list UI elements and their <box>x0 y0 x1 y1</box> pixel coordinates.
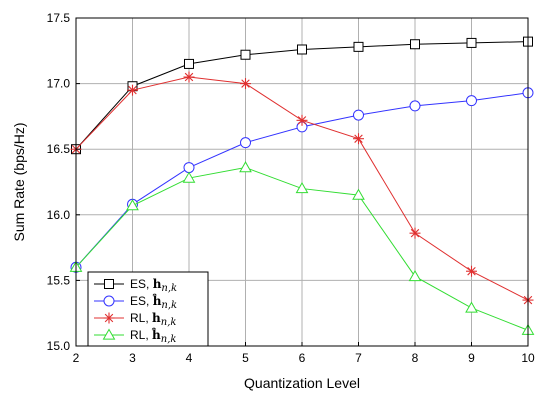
data-point <box>353 109 364 121</box>
y-axis-label: Sum Rate (bps/Hz) <box>11 122 27 241</box>
data-point <box>353 133 364 145</box>
data-point <box>409 100 421 112</box>
y-tick-label: 17.0 <box>47 77 71 91</box>
series-3 <box>70 71 534 306</box>
data-point <box>239 161 252 173</box>
data-point <box>240 137 251 149</box>
data-point <box>240 49 251 60</box>
y-tick-label: 17.5 <box>47 11 71 25</box>
y-tick-label: 16.0 <box>47 208 71 222</box>
legend-marker <box>103 295 115 307</box>
legend-item: RL, hn,k <box>94 311 176 328</box>
x-tick-label: 10 <box>521 351 535 365</box>
data-point <box>352 188 365 200</box>
data-point <box>466 37 477 48</box>
data-point <box>465 301 478 313</box>
legend-marker <box>103 312 115 324</box>
axis-ticks: 2 3 4 5 6 7 8 9 10 15.0 15.5 16.0 16.5 17.0 17.5 <box>47 11 535 365</box>
x-tick-label: 4 <box>186 351 193 365</box>
data-point <box>182 171 196 183</box>
x-tick-label: 6 <box>299 351 306 365</box>
legend: ES, hn,kES, ĥn,kRL, hn,kRL, ĥn,k <box>87 271 209 347</box>
data-point <box>410 39 420 50</box>
x-tick-label: 8 <box>412 351 419 365</box>
x-tick-label: 2 <box>73 351 80 365</box>
y-tick-label: 15.5 <box>47 273 71 287</box>
legend-item: ES, ĥn,k <box>94 293 177 311</box>
x-tick-label: 3 <box>129 351 136 365</box>
legend-label: ES, ĥn,k <box>130 293 177 311</box>
data-point <box>126 199 139 211</box>
legend-label: ES, hn,k <box>130 277 177 294</box>
data-point <box>409 227 421 239</box>
x-tick-label: 7 <box>355 351 362 365</box>
legend-label: RL, hn,k <box>130 311 176 328</box>
data-point <box>296 114 308 126</box>
data-point <box>184 58 194 69</box>
x-tick-label: 9 <box>468 351 475 365</box>
data-point <box>297 44 307 55</box>
legend-item: RL, ĥn,k <box>94 327 176 345</box>
data-point <box>183 162 195 174</box>
y-tick-label: 16.5 <box>47 142 71 156</box>
y-tick-label: 15.0 <box>47 339 71 353</box>
data-point <box>240 78 251 90</box>
legend-item: ES, hn,k <box>94 277 177 294</box>
series-4 <box>69 161 535 335</box>
legend-marker <box>104 279 114 289</box>
data-point <box>183 71 195 83</box>
legend-label: RL, ĥn,k <box>130 327 176 345</box>
data-point <box>466 95 477 107</box>
x-tick-label: 5 <box>242 351 249 365</box>
series-layer <box>69 36 535 335</box>
data-point <box>353 41 364 52</box>
data-point <box>466 265 477 277</box>
data-point <box>408 269 422 282</box>
data-point <box>295 182 309 194</box>
legend-marker <box>102 328 116 340</box>
data-point <box>127 84 138 96</box>
x-axis-label: Quantization Level <box>244 375 360 391</box>
